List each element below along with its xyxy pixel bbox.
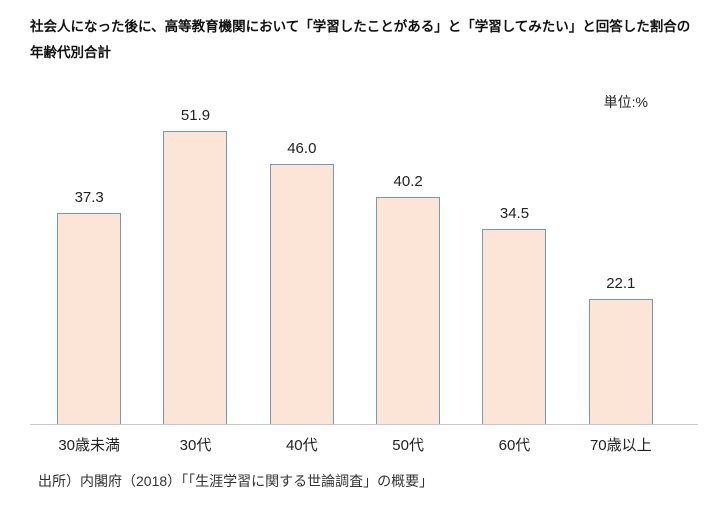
x-axis-label: 60代	[498, 437, 531, 454]
bar-column: 37.3 30歳未満	[36, 85, 142, 454]
chart-plot-area: 37.3 30歳未満 51.9 30代 46.0 40代 40.2 50代 34.5 60代 22.…	[30, 85, 698, 454]
chart-title: 社会人になった後に、高等教育機関において「学習したことがある」と「学習してみたい…	[30, 14, 708, 66]
bar	[57, 213, 122, 424]
x-axis-label: 50代	[392, 437, 424, 454]
x-axis-label: 30歳未満	[58, 437, 120, 454]
bar-value-label: 22.1	[606, 275, 636, 293]
bar-value-label: 34.5	[499, 205, 530, 223]
source-note: 出所）内閣府（2018）「「生涯学習に関する世論調査」の概要」	[38, 473, 434, 489]
bar	[163, 130, 228, 424]
bar-column: 51.9 30代	[142, 85, 248, 454]
bar	[269, 164, 334, 424]
unit-label: 単位:%	[603, 94, 648, 110]
bar	[376, 196, 441, 424]
bar-value-label: 37.3	[74, 189, 104, 207]
bar-column: 22.1 70歳以上	[568, 85, 674, 454]
chart-title-line1: 社会人になった後に、高等教育機関において「学習したことがある」と「学習してみたい…	[30, 19, 691, 34]
x-axis-label: 70歳以上	[589, 437, 652, 454]
bar-column: 46.0 40代	[249, 85, 355, 454]
x-axis-label: 40代	[285, 437, 318, 454]
bar-column: 40.2 50代	[355, 85, 461, 454]
bar-value-label: 46.0	[287, 140, 317, 158]
bar-column: 34.5 60代	[461, 85, 567, 454]
chart-title-line2: 年齢代別合計	[30, 45, 111, 60]
bar-value-label: 40.2	[393, 172, 423, 190]
x-axis-label: 30代	[179, 437, 212, 454]
bar	[482, 229, 547, 424]
bars-row: 37.3 30歳未満 51.9 30代 46.0 40代 40.2 50代 34.5 60代 22.…	[36, 85, 674, 454]
bar-value-label: 51.9	[180, 106, 211, 124]
bar	[588, 299, 653, 424]
